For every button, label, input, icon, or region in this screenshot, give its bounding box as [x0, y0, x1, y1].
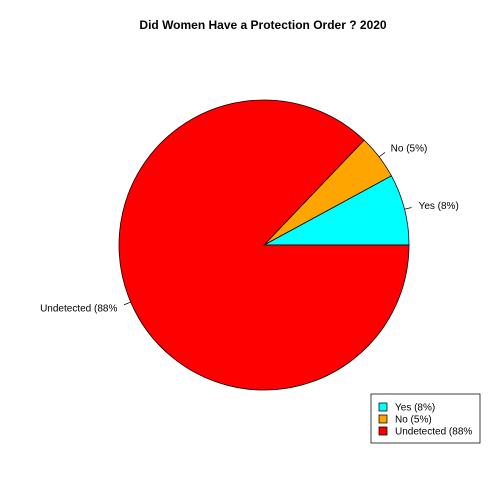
legend-entry-2: Undetected (88% [395, 427, 472, 438]
slice-label-2: Undetected (88% [40, 303, 117, 314]
legend-box [370, 393, 481, 444]
slice-label-0: Yes (8%) [419, 201, 459, 212]
slice-leader-1 [378, 152, 386, 158]
legend-entry-0: Yes (8%) [395, 403, 435, 414]
slice-leader-0 [404, 207, 412, 210]
legend-swatch-1 [378, 414, 388, 424]
legend-swatch-0 [378, 402, 388, 412]
slice-label-1: No (5%) [391, 144, 428, 155]
slice-labels: Yes (8%) No (5%) Undetected (88% [40, 144, 459, 315]
slice-leader-2 [123, 301, 131, 306]
legend: Yes (8%)No (5%)Undetected (88% [370, 393, 481, 444]
chart-title: Did Women Have a Protection Order ? 2020 [139, 18, 387, 32]
legend-entry-1: No (5%) [395, 415, 432, 426]
legend-swatch-2 [378, 426, 388, 436]
pie-slices [118, 99, 410, 391]
